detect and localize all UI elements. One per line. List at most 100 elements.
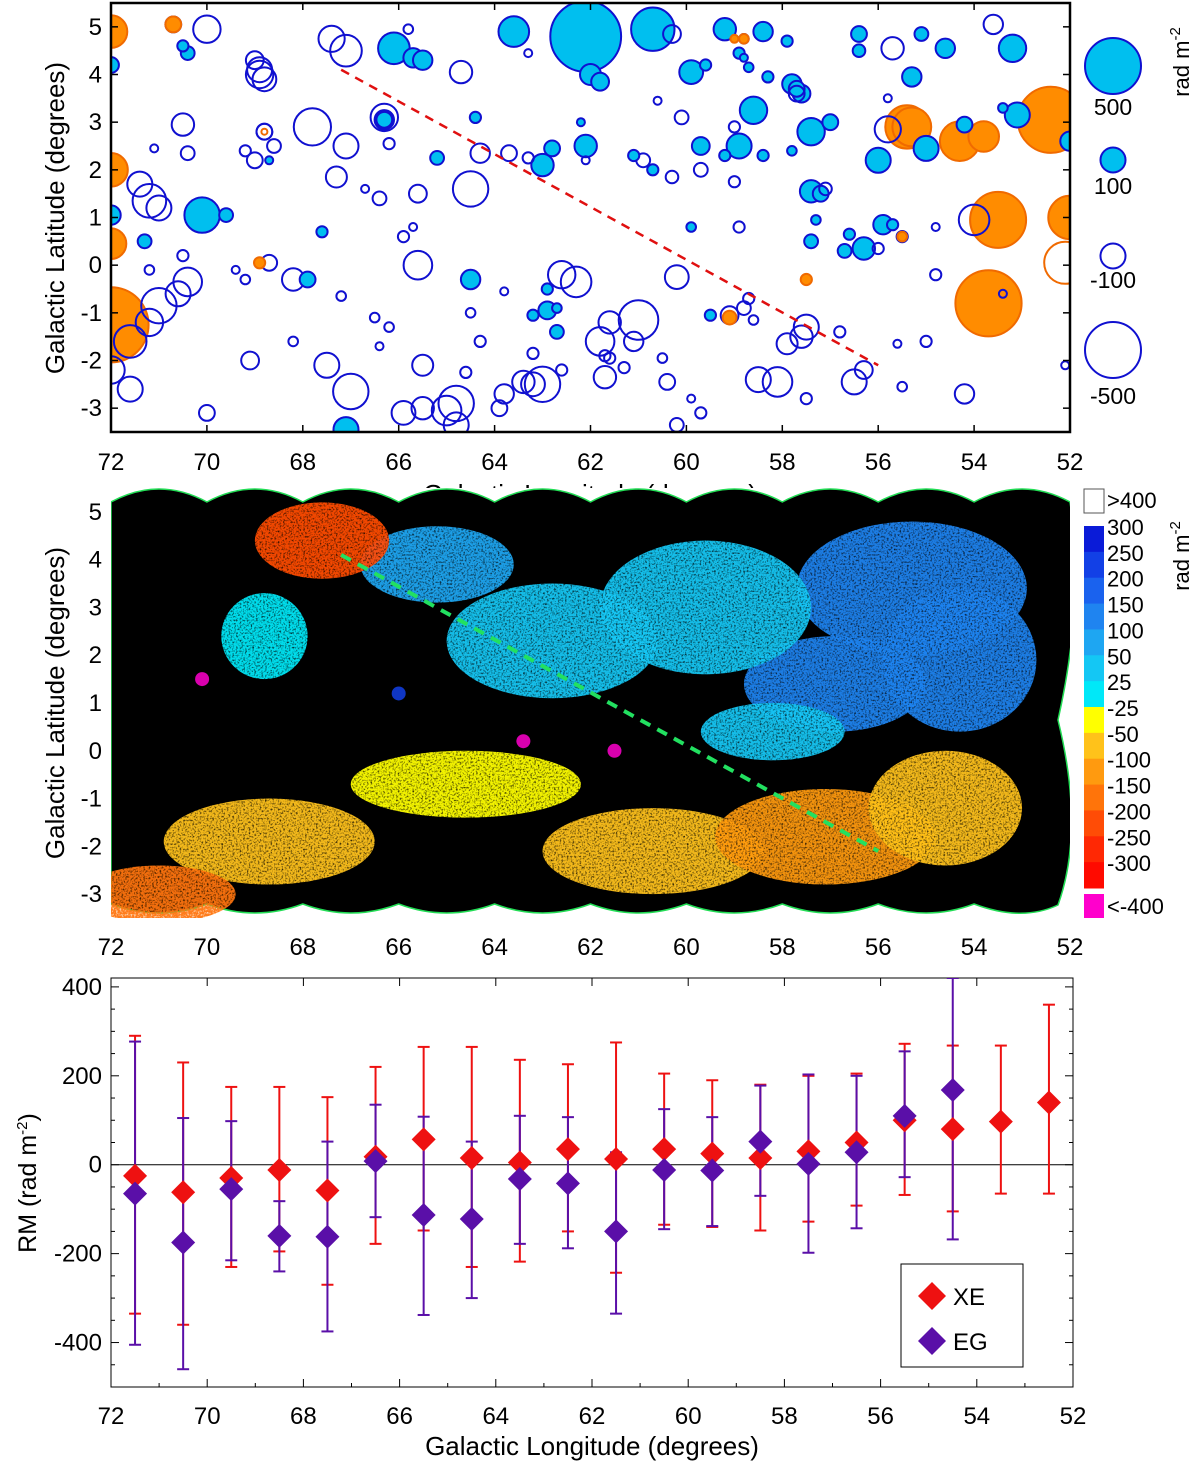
source-bubble [332, 372, 370, 411]
rm-spot [607, 743, 622, 758]
x-axis-ticks: 72 70 68 66 64 62 60 58 56 54 52 [98, 3, 1083, 476]
source-bubble [324, 165, 348, 189]
y-tick-label: 5 [89, 14, 102, 41]
legend-unit: rad m-2 [1167, 27, 1194, 97]
y-tick-label: -3 [81, 395, 102, 422]
y-tick-label: -200 [54, 1241, 102, 1268]
legend-xe-label: XE [953, 1284, 985, 1311]
markers-xe [123, 1090, 1061, 1205]
y-tick-label: -2 [81, 348, 102, 375]
rm-series [123, 978, 1061, 1371]
source-bubble [803, 233, 819, 250]
x-tick-label: 72 [98, 934, 125, 961]
x-tick-label: 54 [963, 1403, 990, 1430]
x-axis-label: Galactic Longitude (degrees) [425, 1431, 759, 1461]
source-bubble [555, 363, 569, 377]
legend-xe-marker [918, 1282, 946, 1310]
data-point [652, 1137, 677, 1162]
data-point [459, 1146, 484, 1171]
source-bubble [662, 24, 682, 44]
source-bubble [775, 332, 799, 356]
source-bubble [725, 132, 753, 160]
source-bubble [230, 264, 241, 275]
source-bubble [718, 148, 732, 163]
source-bubble [164, 280, 192, 308]
source-bubble [530, 152, 555, 178]
source-bubble [712, 17, 737, 42]
data-point [459, 1206, 484, 1231]
source-bubble [183, 196, 221, 234]
source-bubble [429, 150, 446, 166]
source-bubble [850, 25, 868, 43]
source-bubble [673, 109, 690, 126]
colorbar-label: 25 [1107, 670, 1131, 695]
x-tick-label: 64 [481, 449, 508, 476]
source-bubble [603, 351, 617, 365]
x-tick-label: 52 [1057, 934, 1084, 961]
x-tick-label: 68 [289, 934, 316, 961]
source-bubble [699, 58, 713, 72]
rm-region [700, 703, 845, 761]
source-bubble [851, 236, 876, 261]
source-bubble [912, 134, 940, 162]
source-bubble [473, 334, 487, 348]
data-point [700, 1141, 725, 1166]
source-bubble [523, 365, 562, 403]
source-bubble [630, 6, 676, 52]
source-bubble [955, 115, 974, 134]
source-bubble [957, 203, 991, 237]
rm-region [111, 865, 236, 918]
size-legend: 500 100 -100 -500 [1084, 37, 1142, 409]
source-bubble [685, 221, 698, 233]
source-bubble [810, 214, 822, 226]
x-tick-label: 58 [771, 1403, 798, 1430]
source-bubble [116, 375, 144, 403]
colorbar-label: -250 [1107, 825, 1151, 850]
source-bubble [997, 102, 1009, 114]
source-bubble [170, 112, 196, 137]
source-bubble [111, 56, 120, 74]
source-bubble [833, 325, 847, 339]
source-bubbles [111, 3, 1070, 432]
source-bubble [547, 260, 577, 290]
source-bubble [663, 264, 690, 291]
legend-eg-label: EG [953, 1329, 988, 1356]
source-bubble [411, 353, 435, 377]
y-tick-label: 4 [89, 62, 102, 89]
source-bubble [244, 59, 275, 90]
rm-spot [195, 672, 210, 687]
source-bubble [111, 14, 129, 49]
source-bubble [332, 132, 360, 160]
dashed-line-red [340, 68, 879, 367]
data-point [892, 1103, 917, 1128]
source-bubble [873, 115, 902, 144]
data-point [555, 1171, 580, 1196]
source-bubble [287, 335, 300, 348]
y-axis-ticks: -3 -2 -1 0 1 2 3 4 5 [81, 499, 102, 908]
source-bubble [969, 190, 1028, 249]
source-bubble [738, 52, 749, 63]
source-bubble [744, 366, 772, 394]
data-point [988, 1109, 1013, 1134]
source-bubble [253, 256, 267, 270]
y-tick-label: -3 [81, 881, 102, 908]
source-bubble [526, 346, 540, 360]
y-tick-label: 4 [89, 547, 102, 574]
source-bubble [617, 361, 631, 375]
source-bubble [523, 48, 534, 59]
x-tick-label: 60 [675, 1403, 702, 1430]
source-bubble [412, 49, 434, 71]
data-point [315, 1224, 340, 1249]
colorbar-bottom-label: <-400 [1107, 894, 1164, 919]
source-bubble [892, 338, 903, 349]
source-bubble [239, 273, 252, 286]
x-tick-label: 66 [386, 1403, 413, 1430]
source-bubble [520, 371, 546, 398]
legend-bubble [1099, 242, 1127, 270]
panel-rm-sources: 72 70 68 66 64 62 60 58 56 54 52 -3 -2 -1 0 1 2 3 4 5 Gala… [40, 1, 1194, 509]
colorbar-swatch [1084, 732, 1104, 760]
x-tick-label: 70 [194, 934, 221, 961]
x-tick-label: 56 [865, 934, 892, 961]
source-bubble [592, 365, 618, 390]
y-axis-ticks: -3 -2 -1 0 1 2 3 4 5 [81, 14, 1070, 422]
